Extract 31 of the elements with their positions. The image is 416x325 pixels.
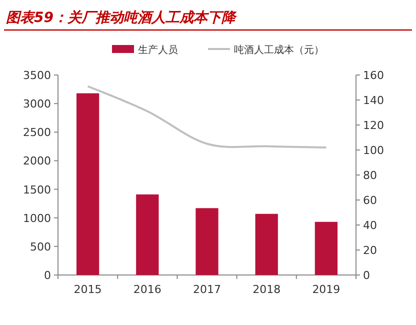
x-tick-label: 2019 <box>312 283 340 296</box>
y2-tick-label: 80 <box>363 169 377 182</box>
y-tick-label: 1500 <box>23 183 51 196</box>
y-tick-label: 2000 <box>23 154 51 168</box>
y-tick-label: 3500 <box>23 69 51 82</box>
line-series <box>86 85 328 148</box>
x-tick-label: 2015 <box>74 283 102 296</box>
bar <box>314 222 338 275</box>
y2-tick-label: 60 <box>363 194 377 207</box>
y-tick-label: 2500 <box>23 126 51 140</box>
y-tick-label: 3000 <box>23 98 51 111</box>
y2-tick-label: 140 <box>363 94 384 107</box>
y2-tick-label: 100 <box>363 144 384 157</box>
chart-title: 图表59：关厂推动吨酒人工成本下降 <box>6 9 238 26</box>
bar <box>136 194 159 275</box>
legend-label: 吨酒人工成本（元） <box>234 44 324 56</box>
x-tick-label: 2016 <box>133 283 162 296</box>
y-tick-label: 0 <box>44 269 51 282</box>
legend-label: 生产人员 <box>138 44 178 56</box>
y2-tick-label: 20 <box>363 244 377 257</box>
bar <box>196 208 218 275</box>
y2-tick-label: 0 <box>363 269 370 282</box>
y-tick-label: 1000 <box>23 212 51 225</box>
y2-tick-label: 120 <box>363 119 384 132</box>
y2-tick-label: 40 <box>363 219 377 232</box>
y2-tick-label: 160 <box>363 69 384 82</box>
y-tick-label: 500 <box>30 240 51 254</box>
bar <box>76 93 100 275</box>
x-tick-label: 2017 <box>193 283 221 296</box>
bar <box>255 214 278 275</box>
x-tick-label: 2018 <box>252 283 281 296</box>
